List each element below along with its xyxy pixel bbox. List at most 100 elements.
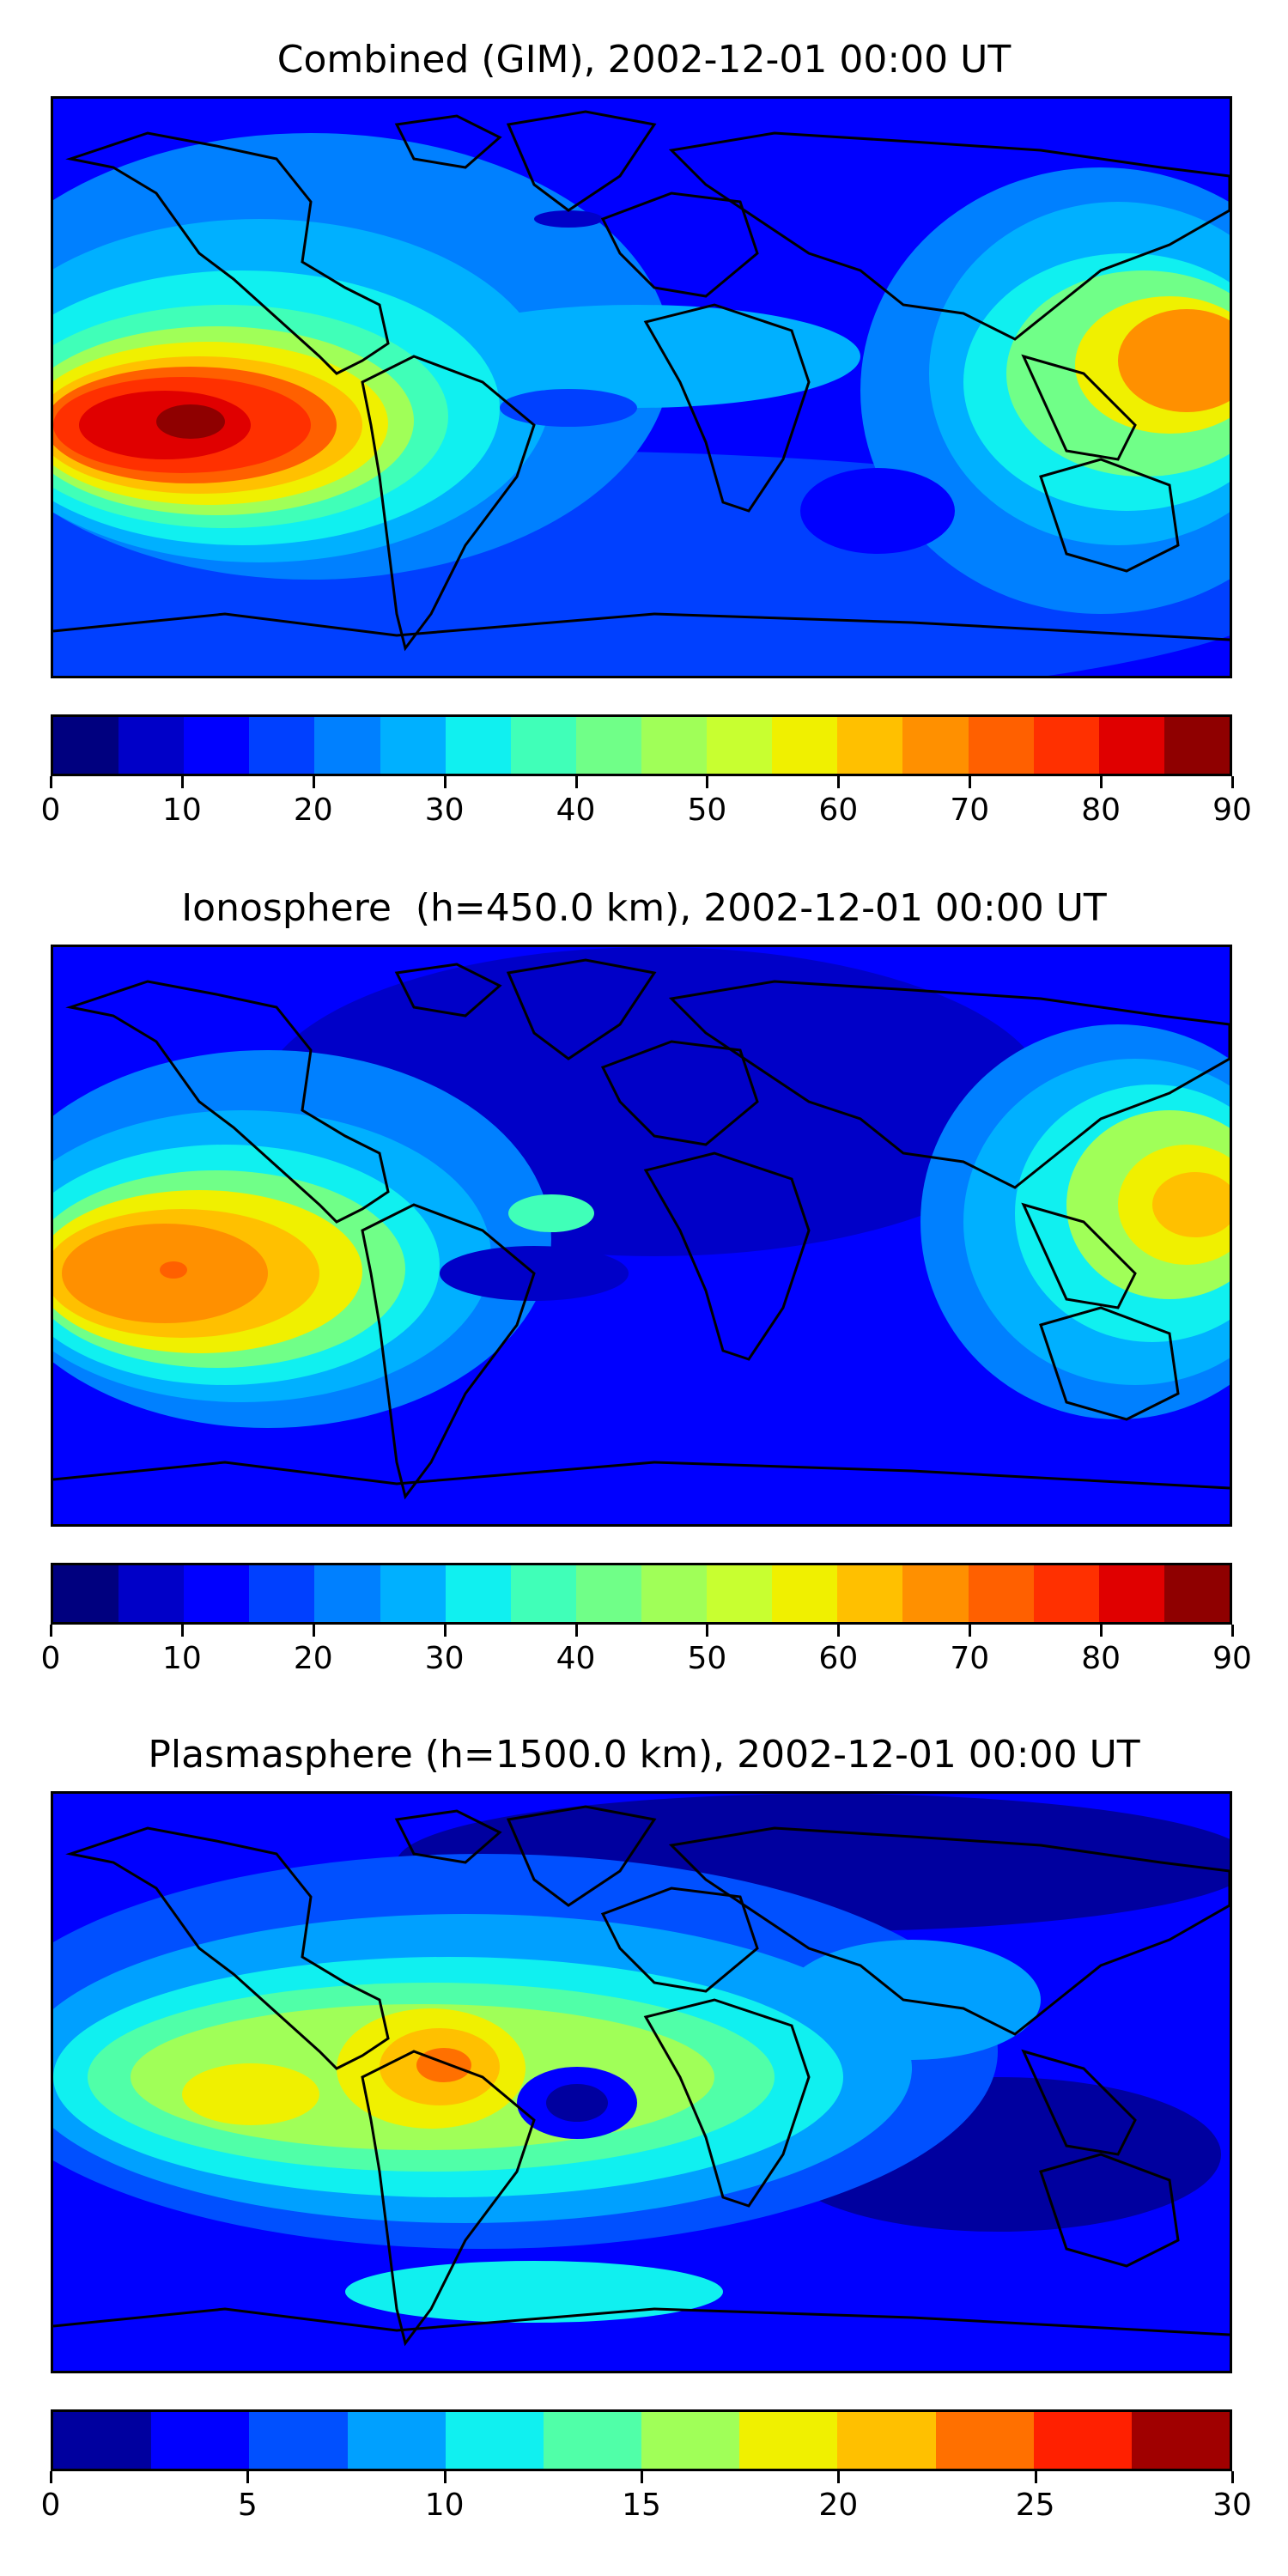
colorbar-segment (314, 717, 380, 774)
colorbar-tick-mark (837, 776, 841, 788)
colorbar-segment (510, 717, 576, 774)
colorbar-tick-mark (443, 1625, 447, 1637)
colorbar-tick-mark (969, 1625, 972, 1637)
colorbar-segment (707, 717, 773, 774)
colorbar-tick-label: 70 (950, 793, 990, 828)
colorbar-segment (380, 717, 446, 774)
colorbar-tick-mark (180, 1625, 184, 1637)
colorbar-segment (1098, 1565, 1164, 1622)
colorbar-segment (249, 717, 315, 774)
colorbar-tick-mark (312, 1625, 315, 1637)
colorbar-tick-mark (443, 776, 447, 788)
colorbar-tick-mark (1034, 2471, 1037, 2483)
colorbar-ticks: 0 5 10 15 20 25 30 (41, 2471, 1252, 2523)
colorbar-segment (1033, 717, 1099, 774)
colorbar-tick-label: 50 (687, 1641, 727, 1676)
colorbar-tick-label: 15 (622, 2488, 661, 2523)
colorbar-segment (707, 1565, 773, 1622)
colorbar-tick-mark (706, 776, 709, 788)
colorbar-tick-label: 20 (293, 1641, 333, 1676)
colorbar-tick-mark (706, 1625, 709, 1637)
map-combined (51, 96, 1232, 678)
colorbar-tick-label: 20 (293, 793, 333, 828)
colorbar-segment (510, 1565, 576, 1622)
colorbar-ticks: 0 10 20 30 40 50 60 70 80 90 (41, 776, 1252, 828)
tec-contour-map (53, 947, 1230, 1524)
colorbar-segment (935, 2412, 1034, 2469)
colorbar-segment (641, 2412, 740, 2469)
colorbar-segment (543, 2412, 642, 2469)
colorbar-segment (445, 1565, 511, 1622)
colorbar-tick-mark (312, 776, 315, 788)
colorbar-tick-mark (641, 2471, 643, 2483)
panel-title: Ionosphere (h=450.0 km), 2002-12-01 00:0… (181, 886, 1107, 930)
colorbar-segment (445, 2412, 544, 2469)
tec-level-fill (1118, 309, 1230, 412)
colorbar-tick-label: 30 (424, 793, 465, 828)
map-plasmasphere (51, 1791, 1232, 2373)
colorbar-segment (641, 1565, 708, 1622)
colorbar-tick-mark (246, 2471, 250, 2483)
colorbar-segment (380, 1565, 446, 1622)
colorbar-tick-mark (50, 1625, 52, 1637)
colorbar-tick-label: 25 (1015, 2488, 1055, 2523)
colorbar-tick-mark (1231, 1625, 1234, 1637)
colorbar-tick-label: 50 (687, 793, 727, 828)
colorbar-segment (968, 717, 1034, 774)
colorbar-segment (1163, 717, 1230, 774)
coastlines (53, 1805, 1230, 2347)
colorbar-segment (575, 1565, 641, 1622)
colorbar-tick-mark (1100, 1625, 1103, 1637)
colorbar-segment (968, 1565, 1034, 1622)
colorbar-tick-mark (50, 776, 52, 788)
tec-level-fill (1152, 1172, 1230, 1237)
colorbar-segment (118, 717, 185, 774)
colorbar-tick-mark (574, 776, 578, 788)
colorbar-segment (837, 1565, 903, 1622)
tec-level-fill (546, 2084, 608, 2122)
panel-title: Combined (GIM), 2002-12-01 00:00 UT (276, 38, 1012, 82)
colorbar-tick-mark (837, 1625, 841, 1637)
colorbar-tick-label: 5 (237, 2488, 258, 2523)
colorbar-segment (739, 2412, 838, 2469)
colorbar-segment (53, 1565, 119, 1622)
colorbar-tick-label: 10 (161, 793, 202, 828)
colorbar-segment (249, 1565, 315, 1622)
colorbar-segment (837, 2412, 936, 2469)
colorbar-segment (53, 2412, 152, 2469)
tec-level-fill (182, 2063, 319, 2125)
colorbar-segment (575, 717, 641, 774)
tec-level-fill (534, 210, 603, 228)
tec-contour-map (53, 1794, 1230, 2371)
colorbar-tick-label: 80 (1081, 793, 1121, 828)
colorbar-tick-mark (969, 776, 972, 788)
colorbar-segment (151, 2412, 250, 2469)
map-ionosphere (51, 945, 1232, 1527)
colorbar-segment (1163, 1565, 1230, 1622)
colorbar (51, 2409, 1232, 2471)
colorbar-tick-mark (1231, 2471, 1234, 2483)
coastlines (53, 958, 1230, 1500)
colorbar-segment (902, 1565, 969, 1622)
colorbar-tick-label: 80 (1081, 1641, 1121, 1676)
colorbar-segment (1033, 2412, 1132, 2469)
colorbar-tick-label: 10 (161, 1641, 202, 1676)
colorbar-tick-label: 20 (818, 2488, 859, 2523)
colorbar-tick-mark (574, 1625, 578, 1637)
colorbar-tick-mark (443, 2471, 447, 2483)
tec-level-fill (414, 305, 860, 408)
colorbar-tick-label: 70 (950, 1641, 990, 1676)
colorbar-segment (837, 717, 903, 774)
colorbar-segment (641, 717, 708, 774)
colorbar-segment (184, 717, 250, 774)
colorbar-tick-label: 90 (1212, 793, 1252, 828)
colorbar-tick-mark (1231, 776, 1234, 788)
tec-level-fill (508, 1194, 594, 1232)
colorbar-tick-label: 30 (424, 1641, 465, 1676)
colorbar-ticks: 0 10 20 30 40 50 60 70 80 90 (41, 1625, 1252, 1676)
tec-level-fill (500, 389, 637, 427)
colorbar-segment (347, 2412, 446, 2469)
colorbar-tick-label: 40 (556, 1641, 596, 1676)
colorbar-segment (1033, 1565, 1099, 1622)
colorbar-segment (902, 717, 969, 774)
